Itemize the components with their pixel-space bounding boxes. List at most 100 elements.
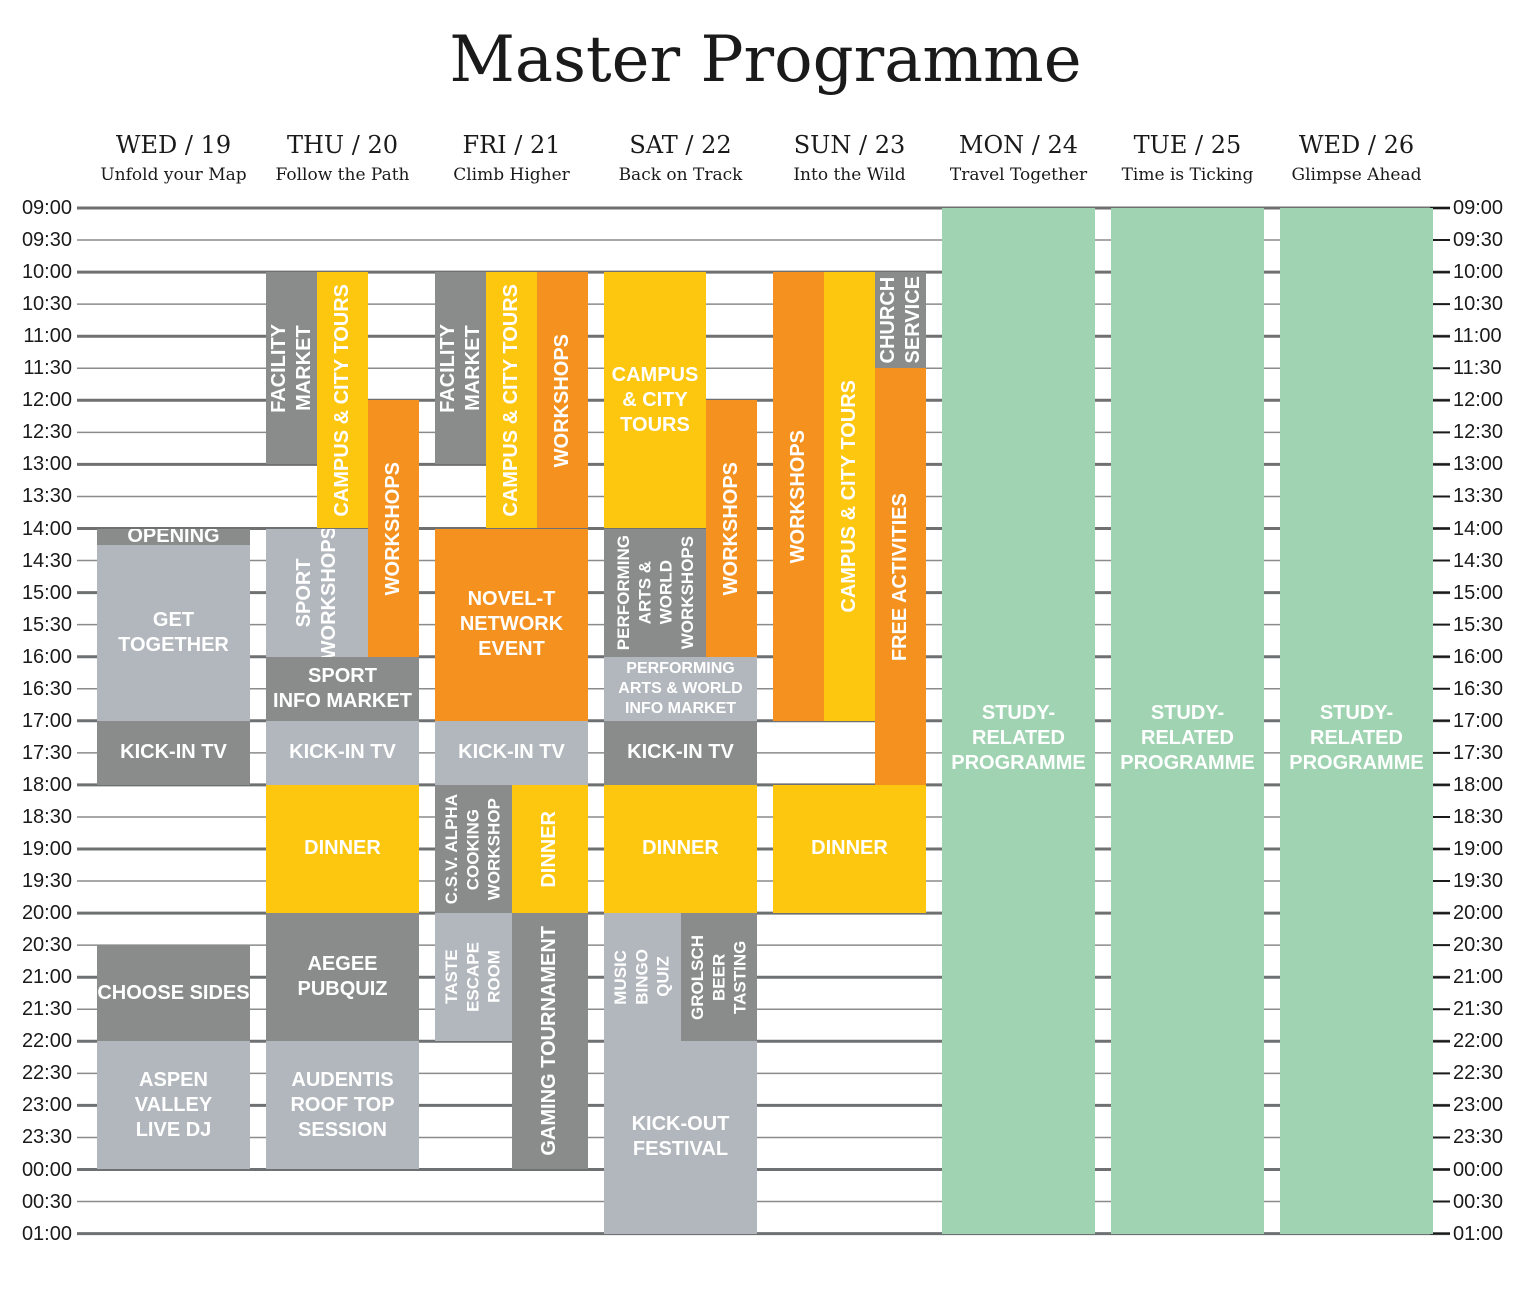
- event-label: FREE ACTIVITIES: [889, 492, 911, 661]
- event-block: DINNER: [511, 784, 588, 914]
- time-label-left: 11:30: [23, 357, 72, 380]
- event-label: KICK-OUT FESTIVAL: [631, 1113, 730, 1161]
- time-label-right: 10:30: [1453, 293, 1504, 316]
- page-title: Master Programme: [449, 23, 1082, 97]
- day-name: WED / 19: [115, 131, 232, 159]
- event-block: STUDY- RELATED PROGRAMME: [1111, 208, 1264, 1234]
- time-label-left: 00:00: [21, 1158, 72, 1181]
- time-label-right: 19:30: [1453, 870, 1504, 893]
- event-label: DINNER: [304, 837, 381, 860]
- time-label-right: 09:00: [1453, 197, 1504, 219]
- time-label-left: 22:00: [21, 1030, 72, 1053]
- time-label-left: 09:30: [21, 229, 72, 252]
- time-label-left: 16:30: [21, 677, 72, 700]
- event-label: SPORT WORKSHOPS: [293, 528, 340, 657]
- event-block: FACILITY MARKET: [435, 272, 486, 465]
- event-block: CAMPUS & CITY TOURS: [824, 272, 875, 721]
- event-block: FACILITY MARKET: [266, 272, 317, 465]
- event-label: OPENING: [127, 528, 220, 545]
- event-block: DINNER: [604, 784, 757, 914]
- event-label: WORKSHOPS: [551, 333, 573, 467]
- event-block: CAMPUS & CITY TOURS: [317, 272, 368, 529]
- time-label-right: 21:00: [1453, 966, 1504, 989]
- day-name: SUN / 23: [793, 131, 906, 159]
- time-label-left: 13:30: [21, 485, 72, 508]
- event-label: GET TOGETHER: [118, 608, 229, 656]
- event-block: GROLSCH BEER TASTING: [680, 913, 757, 1042]
- event-block: KICK-IN TV: [435, 720, 588, 785]
- time-label-right: 22:00: [1453, 1030, 1504, 1053]
- time-label-right: 22:30: [1453, 1062, 1504, 1085]
- event-block: KICK-IN TV: [97, 720, 250, 785]
- event-block: CHOOSE SIDES: [97, 945, 250, 1042]
- day-header: THU / 20 Follow the Path: [258, 130, 427, 190]
- event-label: PERFORMING ARTS & WORLD INFO MARKET: [618, 659, 743, 717]
- event-label: KICK-IN TV: [458, 741, 565, 764]
- day-header: SAT / 22 Back on Track: [596, 130, 765, 190]
- time-label-right: 19:00: [1453, 838, 1504, 860]
- event-label: DINNER: [538, 810, 561, 888]
- time-label-left: 10:00: [21, 261, 72, 284]
- event-block: GAMING TOURNAMENT: [511, 913, 588, 1170]
- time-label-right: 21:30: [1453, 998, 1504, 1021]
- event-label: MUSIC BINGO QUIZ: [611, 949, 673, 1006]
- day-header: MON / 24 Travel Together: [934, 130, 1103, 190]
- time-label-left: 14:00: [21, 517, 72, 540]
- time-label-right: 13:00: [1453, 453, 1504, 476]
- event-label: STUDY- RELATED PROGRAMME: [1289, 702, 1424, 774]
- time-label-right: 10:00: [1453, 261, 1504, 284]
- event-block: STUDY- RELATED PROGRAMME: [1280, 208, 1433, 1234]
- day-header: TUE / 25 Time is Ticking: [1103, 130, 1272, 190]
- event-label: WORKSHOPS: [720, 461, 742, 596]
- day-subtitle: Unfold your Map: [100, 165, 247, 185]
- event-block: DINNER: [266, 784, 419, 914]
- day-name: TUE / 25: [1133, 131, 1242, 159]
- time-label-right: 17:00: [1453, 709, 1504, 732]
- event-block: WORKSHOPS: [773, 272, 824, 721]
- event-block: SPORT INFO MARKET: [266, 656, 419, 721]
- event-block: ASPEN VALLEY LIVE DJ: [97, 1041, 250, 1170]
- event-label: SPORT INFO MARKET: [273, 664, 412, 712]
- event-block: GET TOGETHER: [97, 544, 250, 721]
- time-label-left: 21:00: [21, 966, 72, 989]
- event-label: KICK-IN TV: [120, 741, 227, 764]
- time-label-left: 10:30: [21, 293, 72, 316]
- time-label-left: 17:00: [21, 709, 72, 732]
- time-label-left: 11:00: [23, 325, 72, 348]
- day-subtitle: Follow the Path: [275, 165, 410, 185]
- time-label-right: 15:00: [1453, 581, 1504, 604]
- time-label-right: 16:30: [1453, 677, 1504, 700]
- event-block: C.S.V. ALPHA COOKING WORKSHOP: [435, 784, 512, 914]
- time-label-left: 21:30: [21, 998, 72, 1021]
- event-block: TASTE ESCAPE ROOM: [435, 913, 512, 1042]
- event-block: CHURCH SERVICE: [875, 272, 926, 369]
- day-name: SAT / 22: [629, 131, 732, 159]
- time-label-left: 12:00: [21, 389, 72, 412]
- time-label-left: 19:30: [21, 870, 72, 893]
- time-label-left: 09:00: [21, 197, 72, 219]
- day-header: FRI / 21 Climb Higher: [427, 130, 596, 190]
- event-label: GROLSCH BEER TASTING: [687, 934, 750, 1020]
- time-label-right: 23:00: [1453, 1094, 1504, 1117]
- time-label-right: 16:00: [1453, 645, 1504, 668]
- event-label: KICK-IN TV: [289, 741, 396, 764]
- time-label-right: 00:30: [1453, 1190, 1504, 1213]
- time-label-left: 01:00: [21, 1222, 72, 1245]
- time-label-left: 19:00: [21, 838, 72, 860]
- event-label: DINNER: [642, 837, 719, 860]
- event-label: FACILITY MARKET: [267, 323, 315, 413]
- event-block: DINNER: [773, 784, 926, 914]
- day-subtitle: Travel Together: [949, 165, 1088, 185]
- event-label: STUDY- RELATED PROGRAMME: [951, 702, 1086, 774]
- time-label-right: 18:00: [1453, 773, 1504, 796]
- event-label: WORKSHOPS: [382, 461, 404, 596]
- time-label-left: 17:30: [21, 741, 72, 764]
- event-block: MUSIC BINGO QUIZ: [604, 913, 681, 1042]
- event-label: AUDENTIS ROOF TOP SESSION: [290, 1068, 395, 1141]
- event-block: WORKSHOPS: [706, 400, 757, 657]
- event-label: ASPEN VALLEY LIVE DJ: [134, 1068, 213, 1141]
- time-label-right: 11:00: [1453, 325, 1502, 348]
- time-label-right: 11:30: [1453, 357, 1502, 380]
- event-block: KICK-IN TV: [604, 720, 757, 785]
- event-label: AEGEE PUBQUIZ: [297, 953, 388, 1001]
